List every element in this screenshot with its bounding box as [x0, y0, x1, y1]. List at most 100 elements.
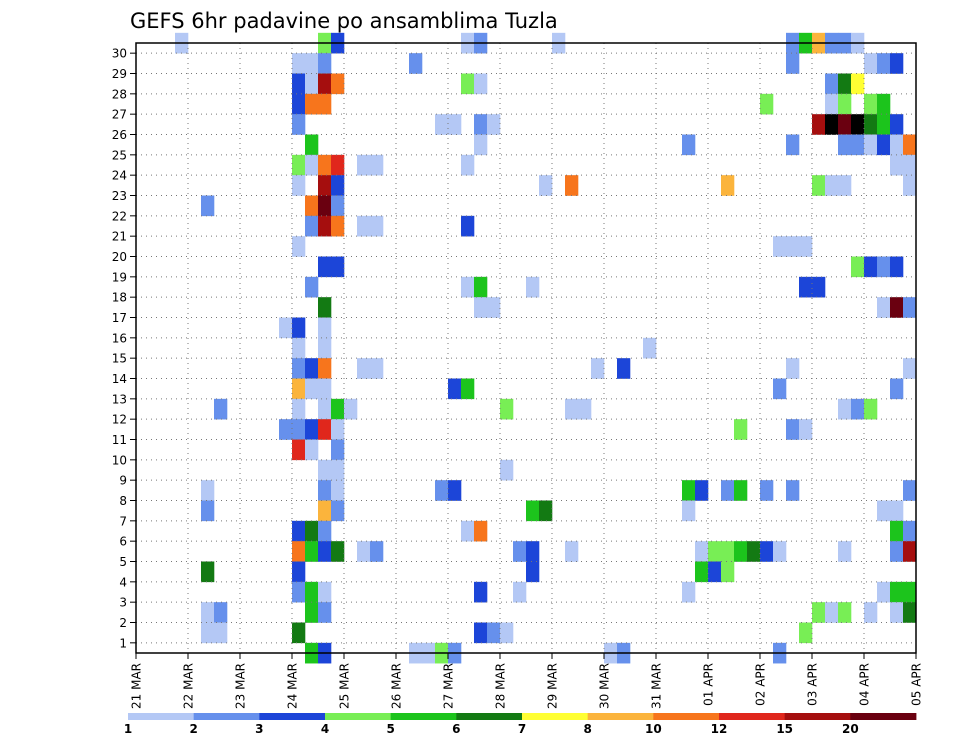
heatmap-cell	[370, 358, 384, 379]
heatmap-cell	[279, 419, 293, 440]
heatmap-cell	[474, 520, 488, 542]
color-legend-swatch	[456, 713, 523, 720]
heatmap-cell	[305, 215, 319, 237]
heatmap-cell	[708, 541, 722, 562]
color-legend-label: 7	[518, 722, 526, 736]
heatmap-cell	[292, 337, 306, 359]
heatmap-cell	[474, 297, 488, 318]
heatmap-cell	[292, 561, 306, 583]
heatmap-cell	[851, 134, 865, 156]
y-tick-label: 28	[112, 87, 127, 101]
x-tick-label: 02 APR	[754, 663, 768, 706]
heatmap-cell	[370, 215, 384, 237]
heatmap-cell	[903, 520, 917, 542]
x-tick-label: 24 MAR	[286, 663, 300, 709]
heatmap-cell	[331, 439, 345, 461]
heatmap-cell	[903, 541, 917, 562]
y-tick-label: 8	[119, 494, 127, 508]
heatmap-cell	[513, 581, 527, 603]
heatmap-cell	[318, 53, 332, 74]
heatmap-cell	[565, 541, 579, 562]
y-tick-label: 21	[112, 230, 127, 244]
color-legend-swatch	[390, 713, 457, 720]
heatmap-cell	[331, 73, 345, 95]
x-tick-label: 05 APR	[910, 663, 924, 706]
color-legend-swatch	[850, 713, 917, 720]
heatmap-cell	[370, 154, 384, 176]
heatmap-cell	[773, 541, 787, 562]
heatmap-cell	[864, 256, 878, 278]
y-tick-label: 15	[112, 352, 127, 366]
heatmap-cell	[409, 53, 423, 74]
heatmap-cell	[643, 337, 657, 359]
heatmap-cell	[760, 93, 774, 115]
heatmap-cell	[864, 398, 878, 420]
heatmap-cell	[565, 398, 579, 420]
heatmap-cell	[890, 154, 904, 176]
heatmap-cell	[773, 236, 787, 257]
x-axis: 21 MAR 22 MAR 23 MAR 24 MAR 25 MAR 26 MAR 27 M…	[130, 653, 924, 709]
heatmap-cell	[292, 622, 306, 644]
y-tick-label: 24	[112, 169, 127, 183]
y-tick-label: 16	[112, 331, 127, 345]
heatmap-cell	[214, 622, 228, 644]
heatmap-cell	[487, 622, 501, 644]
heatmap-cell	[708, 561, 722, 583]
plot-grid	[136, 43, 916, 653]
heatmap-cell	[890, 297, 904, 318]
heatmap-cell	[318, 215, 332, 237]
heatmap-cell	[838, 114, 852, 135]
heatmap-cell	[903, 581, 917, 603]
heatmap-cell	[903, 297, 917, 318]
heatmap-cell	[318, 358, 332, 379]
y-tick-label: 19	[112, 270, 127, 284]
heatmap-cell	[331, 195, 345, 217]
heatmap-cell	[435, 114, 449, 135]
color-legend-label: 15	[776, 722, 793, 736]
color-legend-label: 3	[255, 722, 263, 736]
heatmap-cell	[799, 276, 813, 298]
color-legend-swatch	[325, 713, 392, 720]
heatmap-cell	[357, 358, 371, 379]
heatmap-cell	[305, 154, 319, 176]
x-tick-label: 29 MAR	[546, 663, 560, 709]
heatmap-cell	[721, 541, 735, 562]
color-legend-swatch	[193, 713, 260, 720]
heatmap-cell	[292, 93, 306, 115]
heatmap-cell	[864, 134, 878, 156]
color-legend-label: 8	[583, 722, 591, 736]
heatmap-cell	[214, 398, 228, 420]
heatmap-cell	[448, 114, 462, 135]
heatmap-cell	[825, 93, 839, 115]
heatmap-cell	[734, 480, 748, 501]
x-tick-label: 23 MAR	[234, 663, 248, 709]
heatmap-cell	[903, 602, 917, 623]
heatmap-cell	[331, 500, 345, 522]
heatmap-cell	[318, 459, 332, 481]
heatmap-cell	[799, 622, 813, 644]
heatmap-cell	[331, 215, 345, 237]
color-legend: 1 2 3 4 5 6 7 8 10 12 15 20	[124, 713, 917, 736]
heatmap-cell	[305, 419, 319, 440]
heatmap-cell	[864, 93, 878, 115]
heatmap-cell	[838, 602, 852, 623]
heatmap-cell	[292, 236, 306, 257]
heatmap-cell	[539, 175, 553, 196]
heatmap-cell	[214, 602, 228, 623]
heatmap-cell	[201, 561, 215, 583]
heatmap-cell	[903, 480, 917, 501]
heatmap-cell	[825, 114, 839, 135]
heatmap-cell	[526, 561, 540, 583]
heatmap-cell	[461, 154, 475, 176]
y-tick-label: 14	[112, 372, 127, 386]
heatmap-cell	[851, 114, 865, 135]
heatmap-cell	[318, 154, 332, 176]
y-tick-label: 7	[119, 514, 127, 528]
color-legend-swatch	[719, 713, 786, 720]
heatmap-cell	[201, 195, 215, 217]
heatmap-cell	[799, 236, 813, 257]
heatmap-cell	[864, 602, 878, 623]
heatmap-cell	[318, 175, 332, 196]
heatmap-cell	[500, 622, 514, 644]
